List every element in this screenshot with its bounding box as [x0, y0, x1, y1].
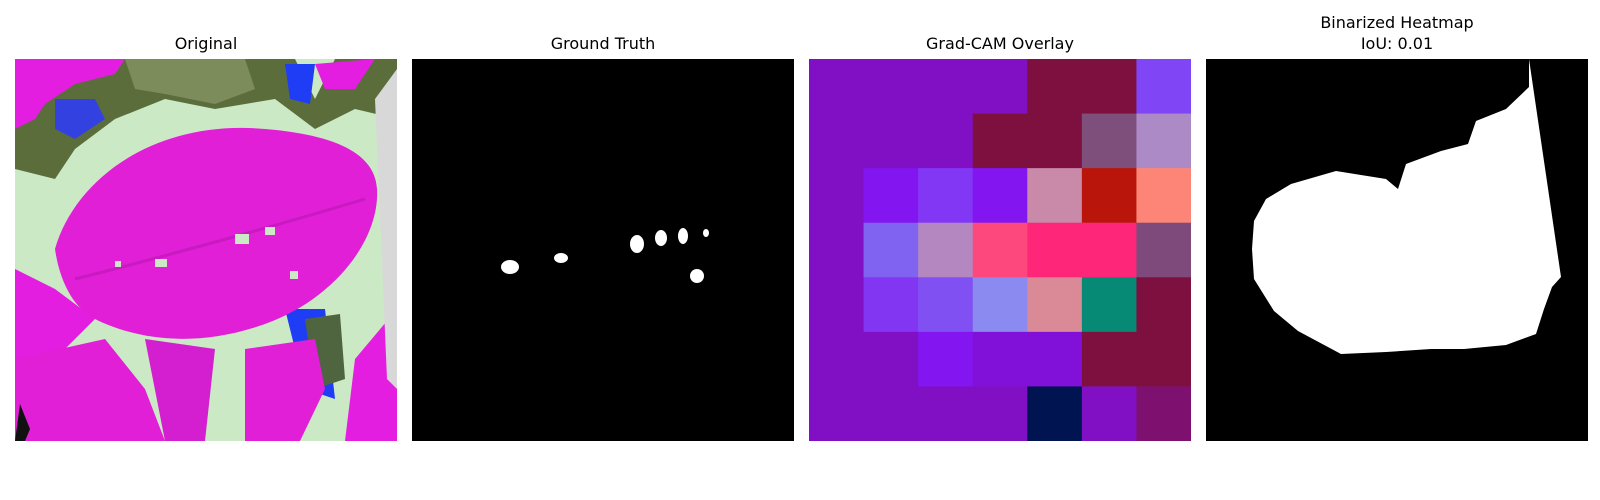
heatmap-cell-r1-c1 — [863, 113, 919, 169]
heatmap-cell-r2-c3 — [972, 168, 1028, 224]
heatmap-cell-r1-c2 — [918, 113, 974, 169]
heatmap-cell-r5-c0 — [809, 331, 865, 387]
heatmap-cell-r0-c5 — [1081, 59, 1137, 115]
heatmap-cell-r5-c6 — [1136, 331, 1191, 387]
heatmap-cell-r5-c4 — [1027, 331, 1083, 387]
heatmap-cell-r3-c5 — [1081, 222, 1137, 278]
heatmap-cell-r6-c2 — [918, 386, 974, 441]
heatmap-cell-r2-c2 — [918, 168, 974, 224]
ground-truth-panel: Ground Truth — [412, 0, 794, 500]
ground-truth-title: Ground Truth — [550, 34, 656, 53]
heatmap-cell-r4-c3 — [972, 277, 1028, 333]
heatmap-cell-r2-c1 — [863, 168, 919, 224]
heatmap-cell-r6-c6 — [1136, 386, 1191, 441]
heatmap-cell-r0-c2 — [918, 59, 974, 115]
heatmap-cell-r4-c1 — [863, 277, 919, 333]
heatmap-cell-r4-c2 — [918, 277, 974, 333]
heatmap-cell-r4-c0 — [809, 277, 865, 333]
gradcam-title: Grad-CAM Overlay — [926, 34, 1074, 53]
ground-truth-mask — [412, 59, 794, 441]
heatmap-cell-r0-c4 — [1027, 59, 1083, 115]
heatmap-cell-r1-c5 — [1081, 113, 1137, 169]
heatmap-cell-r5-c2 — [918, 331, 974, 387]
original-panel: Original — [15, 0, 397, 500]
binarized-mask — [1206, 59, 1588, 441]
heatmap-cell-r6-c5 — [1081, 386, 1137, 441]
heatmap-cell-r5-c3 — [972, 331, 1028, 387]
heatmap-cell-r2-c0 — [809, 168, 865, 224]
heatmap-cell-r6-c4 — [1027, 386, 1083, 441]
heatmap-cell-r1-c3 — [972, 113, 1028, 169]
gradcam-heatmap — [809, 59, 1191, 441]
heatmap-cell-r0-c1 — [863, 59, 919, 115]
heatmap-cell-r3-c1 — [863, 222, 919, 278]
heatmap-cell-r6-c0 — [809, 386, 865, 441]
binarized-title: Binarized Heatmap — [1320, 13, 1474, 32]
gradcam-panel: Grad-CAM Overlay — [809, 0, 1191, 500]
heatmap-cell-r3-c6 — [1136, 222, 1191, 278]
heatmap-cell-r3-c4 — [1027, 222, 1083, 278]
binarized-panel: Binarized Heatmap IoU: 0.01 — [1206, 0, 1588, 500]
heatmap-cell-r3-c3 — [972, 222, 1028, 278]
heatmap-cell-r0-c0 — [809, 59, 865, 115]
heatmap-cell-r0-c3 — [972, 59, 1028, 115]
heatmap-cell-r0-c6 — [1136, 59, 1191, 115]
original-title: Original — [174, 34, 238, 53]
heatmap-cell-r6-c1 — [863, 386, 919, 441]
heatmap-cell-r2-c4 — [1027, 168, 1083, 224]
iou-label: IoU: 0.01 — [1360, 34, 1434, 53]
heatmap-cell-r4-c6 — [1136, 277, 1191, 333]
heatmap-cell-r1-c6 — [1136, 113, 1191, 169]
heatmap-cell-r3-c0 — [809, 222, 865, 278]
heatmap-cell-r5-c5 — [1081, 331, 1137, 387]
heatmap-cell-r4-c5 — [1081, 277, 1137, 333]
heatmap-cell-r3-c2 — [918, 222, 974, 278]
heatmap-cell-r4-c4 — [1027, 277, 1083, 333]
heatmap-cell-r5-c1 — [863, 331, 919, 387]
heatmap-cell-r2-c6 — [1136, 168, 1191, 224]
heatmap-cell-r1-c0 — [809, 113, 865, 169]
heatmap-cell-r6-c3 — [972, 386, 1028, 441]
original-image — [15, 59, 397, 441]
heatmap-cell-r2-c5 — [1081, 168, 1137, 224]
heatmap-cell-r1-c4 — [1027, 113, 1083, 169]
